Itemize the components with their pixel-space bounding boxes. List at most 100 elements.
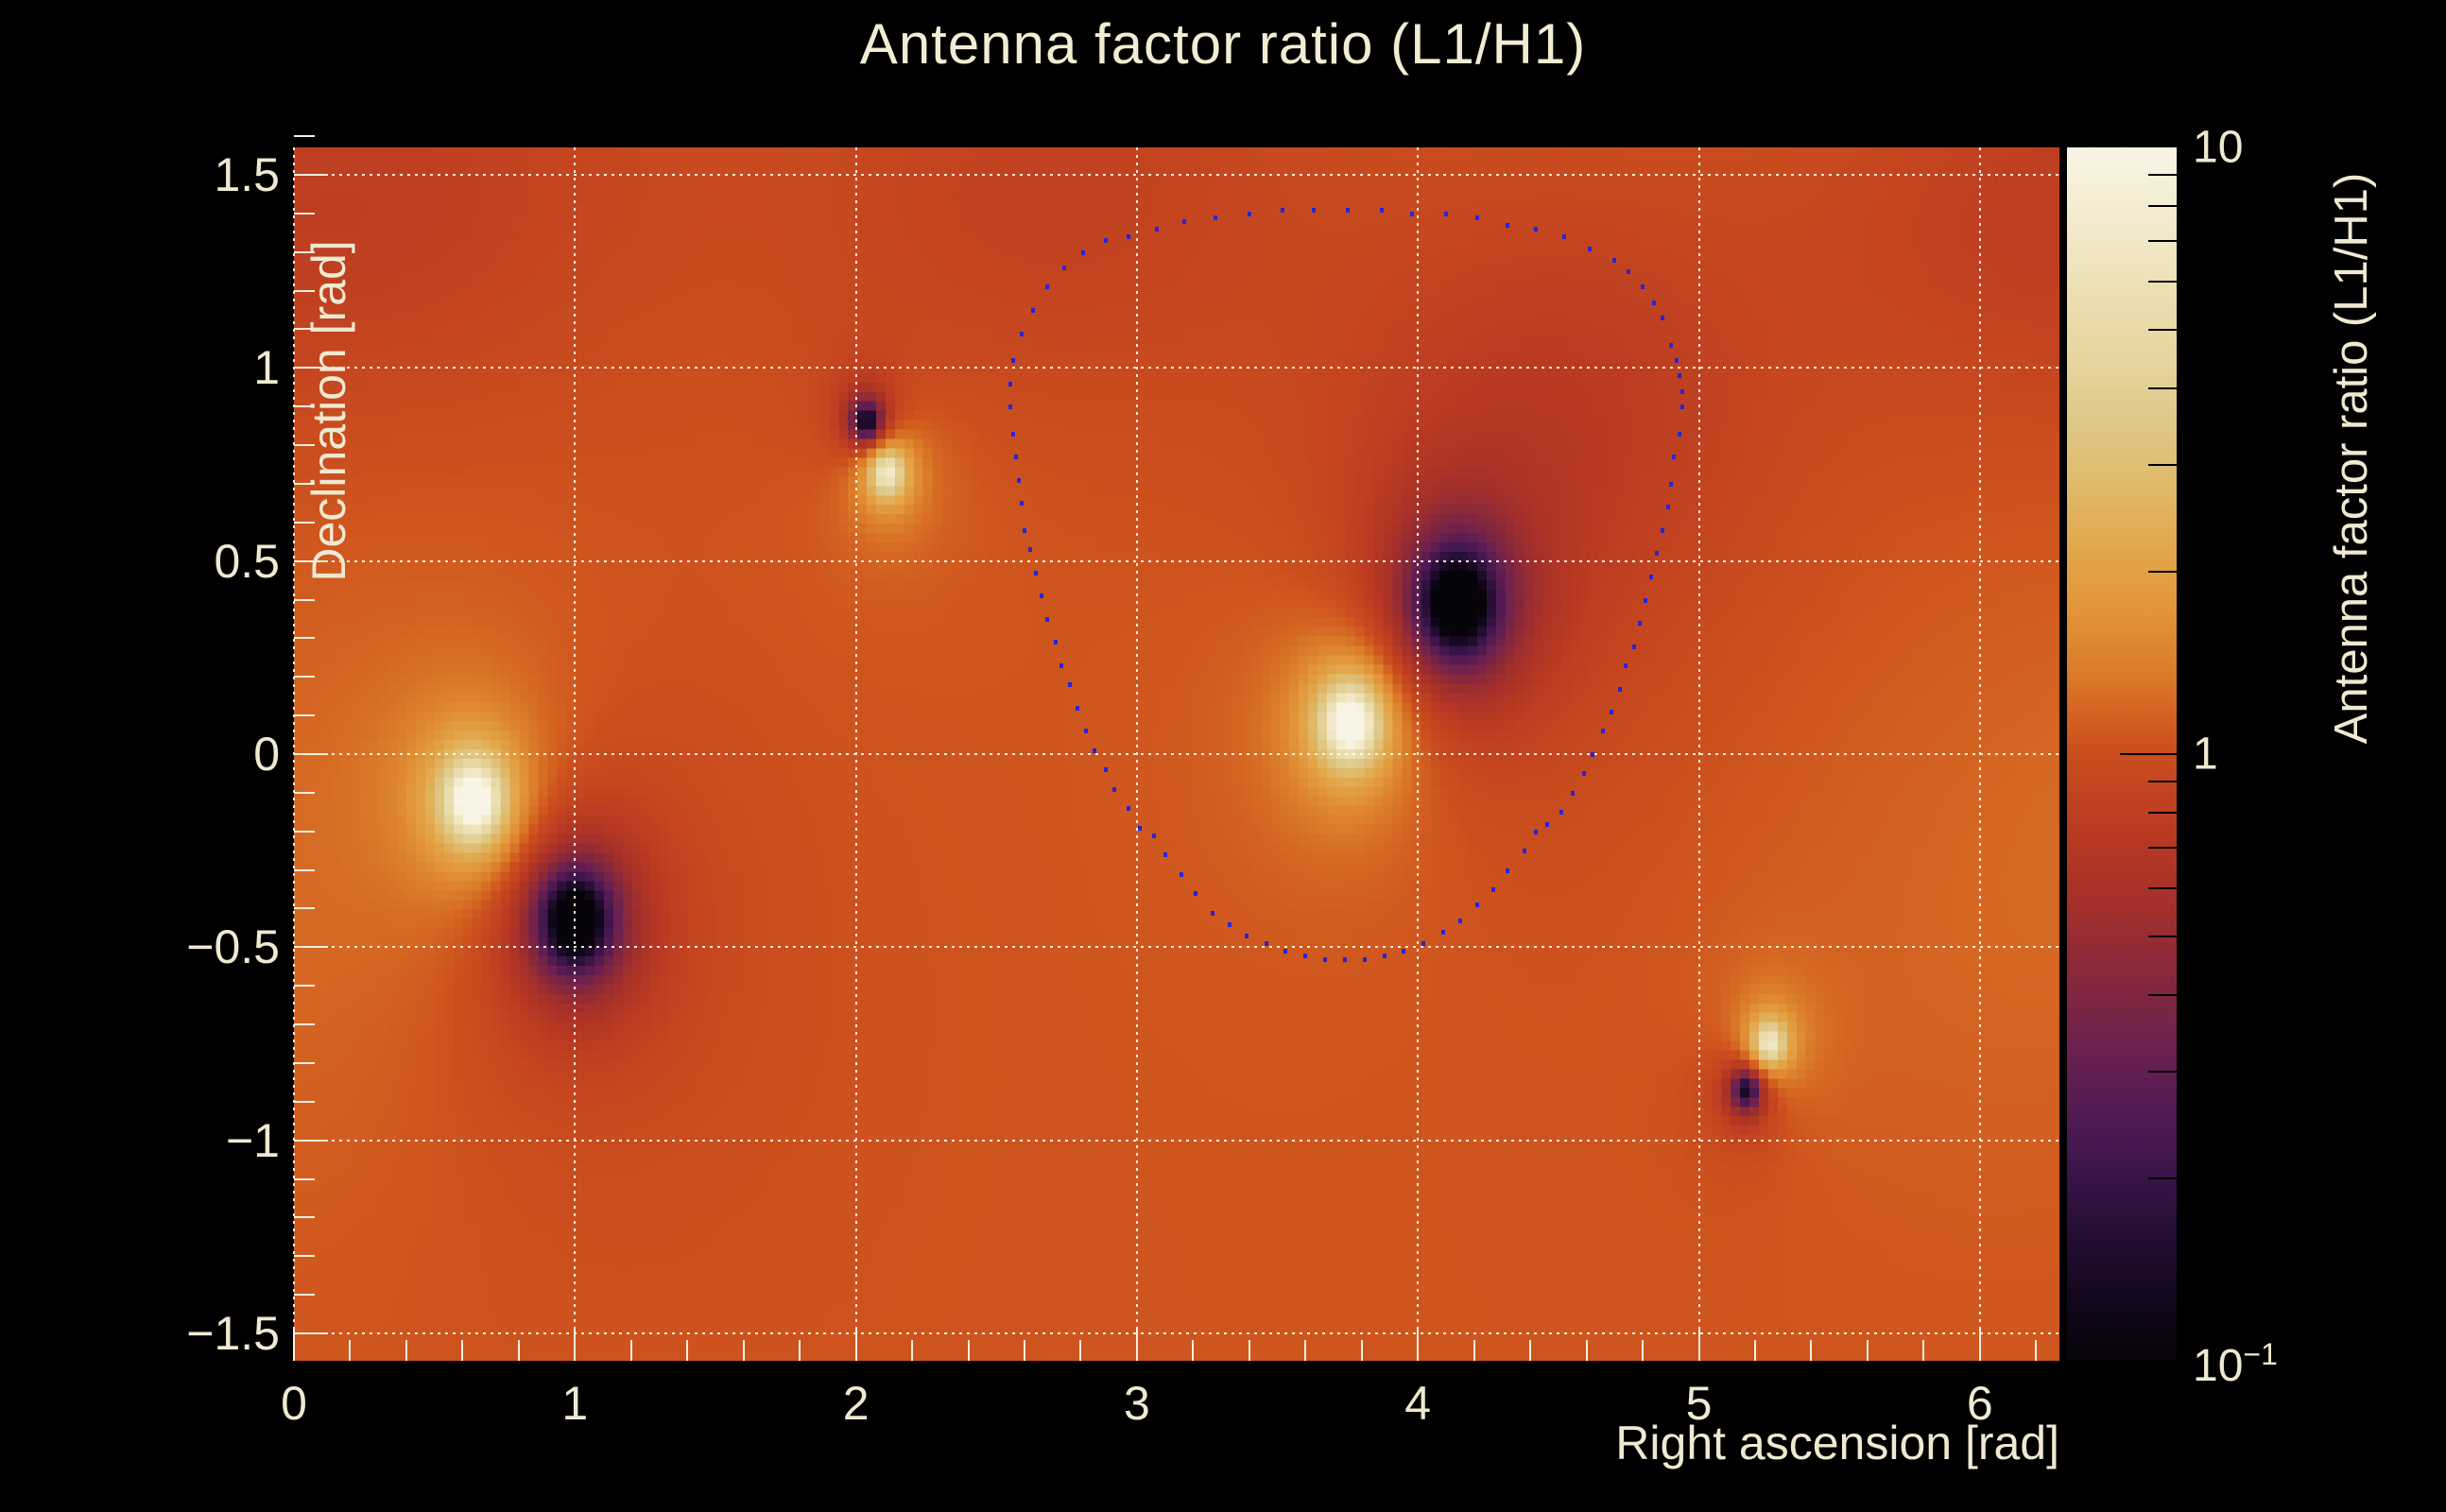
sky-contour-dot	[1154, 227, 1159, 232]
sky-contour-dot	[1011, 431, 1016, 437]
colorbar-label-10: 10	[2193, 122, 2244, 173]
x-axis-minor-tick	[911, 1340, 914, 1361]
sky-contour-dot	[1030, 307, 1035, 313]
y-axis-minor-tick	[294, 405, 315, 408]
y-axis-minor-tick	[294, 212, 315, 215]
x-axis-minor-tick	[405, 1340, 407, 1361]
x-axis-minor-tick	[1642, 1340, 1645, 1361]
x-axis-title: Right ascension [rad]	[1615, 1417, 2059, 1469]
y-axis-minor-tick	[294, 868, 315, 871]
x-axis-minor-tick	[1023, 1340, 1025, 1361]
colorbar-minor-tick	[2148, 936, 2177, 938]
sky-contour-dot	[1151, 833, 1156, 838]
colorbar-minor-tick	[2148, 240, 2177, 243]
sky-contour-dot	[1559, 810, 1563, 816]
y-axis-minor-tick	[294, 289, 315, 292]
x-axis-minor-tick	[1192, 1340, 1195, 1361]
x-tick-label: 1	[561, 1377, 589, 1430]
sky-contour-dot	[1067, 682, 1072, 688]
colorbar-minor-tick	[2148, 329, 2177, 332]
sky-contour-dot	[1126, 234, 1130, 240]
sky-contour-dot	[1668, 342, 1673, 348]
colorbar-minor-tick	[2148, 174, 2177, 177]
x-axis-minor-tick	[461, 1340, 464, 1361]
sky-contour-dot	[1612, 257, 1617, 263]
y-axis-major-tick	[294, 946, 328, 949]
y-axis-minor-tick	[294, 907, 315, 910]
sky-contour-dot	[1039, 593, 1043, 599]
sky-contour-dot	[1323, 956, 1328, 962]
sky-contour-dot	[1061, 266, 1066, 271]
colorbar-minor-tick	[2148, 1177, 2177, 1179]
sky-contour-dot	[1474, 902, 1479, 908]
y-axis-minor-tick	[294, 791, 315, 794]
colorbar-minor-tick	[2148, 847, 2177, 850]
y-tick-label: 0.5	[214, 534, 280, 588]
sky-contour-dot	[1638, 621, 1643, 627]
colorbar-major-tick	[2120, 753, 2177, 755]
sky-contour-dot	[1008, 381, 1013, 387]
colorbar-label-0.1: 10−1	[2193, 1337, 2278, 1391]
sky-contour-dot	[1059, 662, 1063, 668]
sky-contour-dot	[1624, 662, 1628, 668]
y-axis-minor-tick	[294, 714, 315, 717]
x-axis-minor-tick	[1922, 1340, 1925, 1361]
y-axis-minor-tick	[294, 830, 315, 833]
grid-line-horizontal	[294, 367, 2059, 369]
sky-contour-dot	[1211, 910, 1215, 916]
sky-contour-dot	[1641, 284, 1645, 290]
y-axis-minor-tick	[294, 1061, 315, 1064]
x-axis-minor-tick	[1529, 1340, 1532, 1361]
x-axis-minor-tick	[799, 1340, 801, 1361]
sky-contour-dot	[1247, 211, 1251, 216]
y-tick-label: −1.5	[186, 1307, 280, 1361]
sky-contour-dot	[1008, 404, 1013, 410]
sky-contour-dot	[1044, 284, 1049, 290]
sky-contour-dot	[1020, 331, 1024, 336]
sky-contour-dot	[1674, 358, 1679, 364]
sky-contour-dot	[1014, 455, 1019, 460]
sky-contour-dot	[1654, 551, 1659, 557]
colorbar-minor-tick	[2148, 387, 2177, 390]
sky-contour-dot	[1112, 786, 1117, 792]
colorbar-minor-tick	[2148, 281, 2177, 284]
colorbar-minor-tick	[2148, 812, 2177, 815]
sky-contour-dot	[1581, 771, 1586, 777]
sky-contour-dot	[1665, 505, 1670, 510]
sky-contour-dot	[1506, 868, 1510, 873]
sky-contour-dot	[1084, 729, 1089, 734]
y-axis-minor-tick	[294, 1177, 315, 1180]
sky-contour-dot	[1044, 616, 1049, 622]
sky-contour-dot	[1264, 941, 1268, 947]
y-axis-major-tick	[294, 753, 328, 755]
sky-contour-dot	[1618, 686, 1623, 692]
sky-contour-dot	[1011, 358, 1016, 364]
x-axis-minor-tick	[629, 1340, 632, 1361]
sky-contour-dot	[1677, 431, 1681, 437]
sky-contour-dot	[1644, 597, 1648, 603]
sky-contour-dot	[1303, 953, 1308, 958]
sky-contour-dot	[1587, 246, 1592, 251]
sky-contour-dot	[1027, 547, 1032, 553]
x-axis-minor-tick	[1473, 1340, 1475, 1361]
y-axis-minor-tick	[294, 598, 315, 601]
sky-contour-dot	[1093, 747, 1097, 753]
x-axis-minor-tick	[967, 1340, 970, 1361]
colorbar-minor-tick	[2148, 994, 2177, 997]
y-tick-label: 1.5	[214, 147, 280, 201]
x-axis-major-tick	[1697, 1327, 1700, 1361]
sky-contour-dot	[1534, 829, 1539, 834]
x-axis-minor-tick	[742, 1340, 745, 1361]
x-axis-minor-tick	[1810, 1340, 1813, 1361]
y-axis-minor-tick	[294, 676, 315, 679]
sky-contour-dot	[1137, 825, 1142, 831]
grid-line-horizontal	[294, 559, 2059, 562]
y-axis-major-tick	[294, 559, 328, 562]
x-tick-label: 2	[842, 1377, 870, 1430]
sky-contour-dot	[1283, 949, 1288, 954]
x-axis-minor-tick	[349, 1340, 352, 1361]
y-axis-major-tick	[294, 173, 328, 176]
x-tick-label: 6	[1966, 1377, 1993, 1430]
sky-contour-dot	[1523, 849, 1527, 854]
